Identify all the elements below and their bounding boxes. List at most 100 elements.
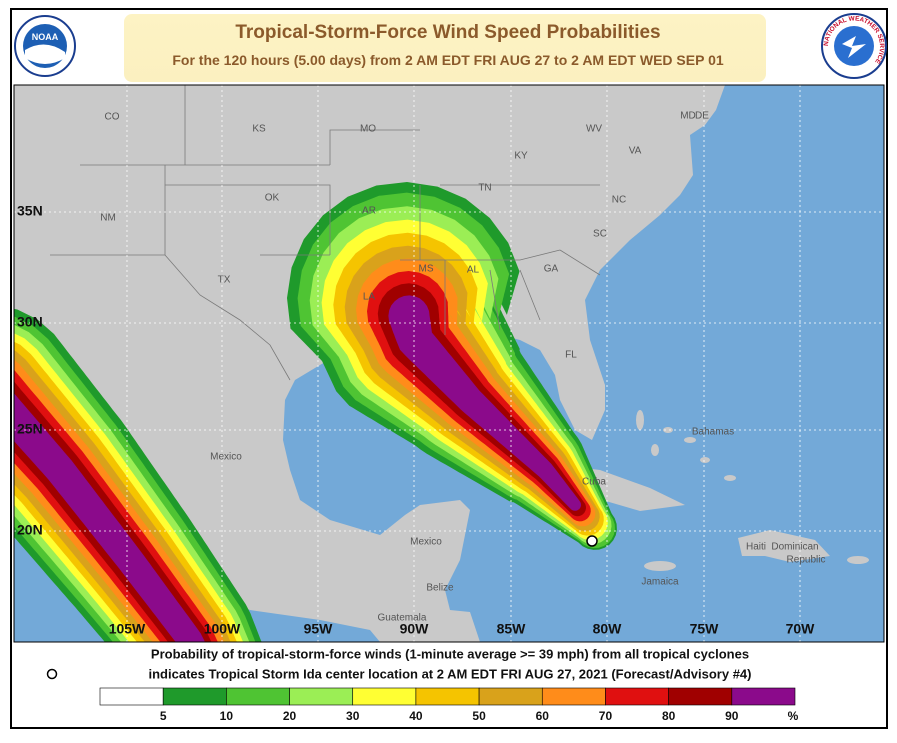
place-label: MS [419,264,434,275]
state-borders [50,85,601,335]
legend-swatch [289,687,354,706]
place-label: Mexico [410,537,442,548]
place-label: Jamaica [641,577,679,588]
place-label: TN [478,183,491,194]
legend-swatch [668,687,733,706]
place-label: MO [360,124,376,135]
place-label: AR [362,206,376,217]
place-label: Cuba [582,477,606,488]
storm-symbol [46,668,58,680]
place-label: MD [680,111,696,122]
map: CO KS MO KY WV VA MD DE TN NC OK AR NM S… [14,85,884,642]
lat-label: 20N [17,522,43,538]
island [684,437,696,443]
legend-swatch [478,687,543,706]
legend-swatch [226,687,290,706]
legend-swatch [162,687,227,706]
lon-label: 95W [304,621,334,637]
legend-label: 60 [536,709,550,723]
place-labels: CO KS MO KY WV VA MD DE TN NC OK AR NM S… [100,111,825,624]
place-label: GA [544,264,559,275]
lon-label: 85W [497,621,527,637]
place-label: Bahamas [692,427,734,438]
lon-label: 100W [204,621,241,637]
legend-label: 5 [160,709,167,723]
legend-label: 10 [220,709,234,723]
logo-bolt [842,36,866,58]
borders [50,85,601,381]
place-label: KS [252,124,266,135]
island [700,457,710,463]
ocean [283,85,884,642]
place-label: TX [218,275,231,286]
legend-label: 80 [662,709,676,723]
footer-line: indicates Tropical Storm Ida center loca… [149,666,752,681]
probability-swaths [14,182,617,642]
graticule [14,85,884,642]
place-label: WV [586,124,602,135]
island [724,475,736,481]
map-border [13,84,885,643]
place-label: Dominican [771,542,818,553]
island [847,556,869,564]
nws-logo: NATIONAL WEATHER SERVICE [821,13,887,79]
lat-label: 25N [17,421,43,437]
legend-label: 30 [346,709,360,723]
place-label: LA [363,292,376,303]
lon-label: 90W [400,621,430,637]
lon-label: 105W [109,621,146,637]
legend-label: 40 [409,709,423,723]
probability-band [388,295,581,511]
place-label: FL [565,350,577,361]
storm-center [586,535,598,547]
title: Tropical-Storm-Force Wind Speed Probabil… [235,22,660,43]
legend-unit: % [788,709,799,723]
legend-swatch [605,687,669,706]
lon-label: 80W [593,621,623,637]
legend-label: 90 [725,709,739,723]
place-label: VA [629,146,642,157]
place-label: NM [100,213,116,224]
place-label: CO [105,112,120,123]
header-box [124,14,766,82]
probability-band [14,381,212,642]
probability-band [14,393,205,642]
place-label: KY [514,151,528,162]
logo-text: NOAA [32,32,59,42]
place-label: Republic [787,555,826,566]
lat-labels: 35N 30N 25N 20N [17,203,43,538]
island [738,530,830,562]
lon-labels: 105W 100W 95W 90W 85W 80W 75W 70W [109,621,815,637]
island [636,410,644,430]
legend-label: 50 [472,709,486,723]
bahamas [636,410,736,481]
lat-label: 30N [17,314,43,330]
place-label: NC [612,195,626,206]
legend-label: 20 [283,709,297,723]
place-label: AL [467,265,480,276]
country-border [164,254,291,381]
legend-swatch [541,687,606,706]
lon-label: 70W [786,621,816,637]
legend-swatch [99,687,164,706]
place-label: Belize [426,583,454,594]
island [644,561,676,571]
color-legend: 5 10 20 30 40 50 60 70 80 90% [99,687,799,723]
lon-label: 75W [690,621,720,637]
place-label: Guatemala [378,613,427,624]
place-label: SC [593,229,607,240]
island [651,444,659,456]
subtitle: For the 120 hours (5.00 days) from 2 AM … [172,52,724,68]
footer-line: Probability of tropical-storm-force wind… [151,646,749,661]
legend-swatch [352,687,417,706]
place-label: Haiti [746,542,766,553]
legend-label: 70 [599,709,613,723]
place-label: Mexico [210,452,242,463]
legend-swatch [731,687,796,706]
place-label: OK [265,193,280,204]
place-label: DE [695,111,709,122]
logo-bird [25,44,65,64]
island [663,427,673,433]
noaa-logo: NOAA [14,15,76,77]
